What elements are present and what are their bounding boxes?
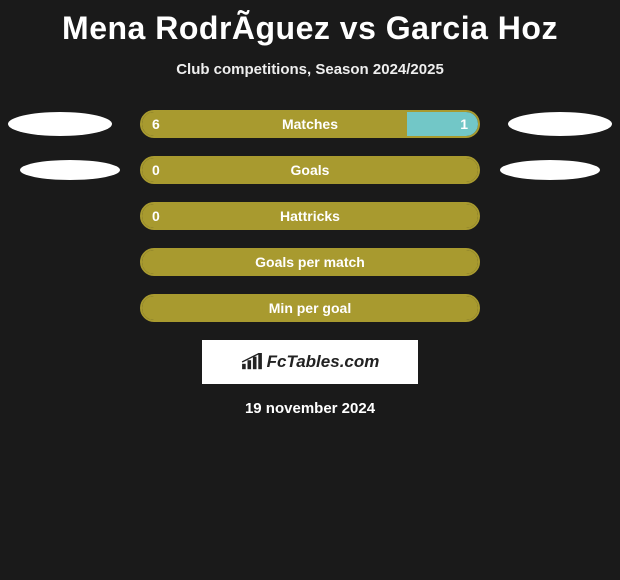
bar-label: Hattricks bbox=[142, 208, 478, 224]
player-left-placeholder bbox=[8, 112, 112, 136]
bar-label: Goals bbox=[142, 162, 478, 178]
bar-track: Min per goal bbox=[140, 294, 480, 322]
fctables-logo: FcTables.com bbox=[202, 340, 418, 384]
subtitle: Club competitions, Season 2024/2025 bbox=[0, 61, 620, 78]
player-left-placeholder bbox=[20, 160, 120, 180]
bar-track: 6 Matches 1 bbox=[140, 110, 480, 138]
bar-row-goals: 0 Goals bbox=[0, 156, 620, 184]
bar-row-matches: 6 Matches 1 bbox=[0, 110, 620, 138]
player-right-placeholder bbox=[508, 112, 612, 136]
bar-chart-icon bbox=[241, 353, 263, 371]
date-text: 19 november 2024 bbox=[0, 400, 620, 417]
bar-track: 0 Goals bbox=[140, 156, 480, 184]
bar-label: Min per goal bbox=[142, 300, 478, 316]
bar-row-min-per-goal: Min per goal bbox=[0, 294, 620, 322]
bar-row-goals-per-match: Goals per match bbox=[0, 248, 620, 276]
logo-text: FcTables.com bbox=[267, 352, 380, 372]
bar-track: 0 Hattricks bbox=[140, 202, 480, 230]
bar-right-value: 1 bbox=[460, 116, 468, 132]
player-right-placeholder bbox=[500, 160, 600, 180]
comparison-bars: 6 Matches 1 0 Goals 0 Hattricks bbox=[0, 110, 620, 322]
bar-track: Goals per match bbox=[140, 248, 480, 276]
bar-label: Goals per match bbox=[142, 254, 478, 270]
page-title: Mena RodrÃguez vs Garcia Hoz bbox=[0, 0, 620, 47]
bar-label: Matches bbox=[142, 116, 478, 132]
bar-row-hattricks: 0 Hattricks bbox=[0, 202, 620, 230]
